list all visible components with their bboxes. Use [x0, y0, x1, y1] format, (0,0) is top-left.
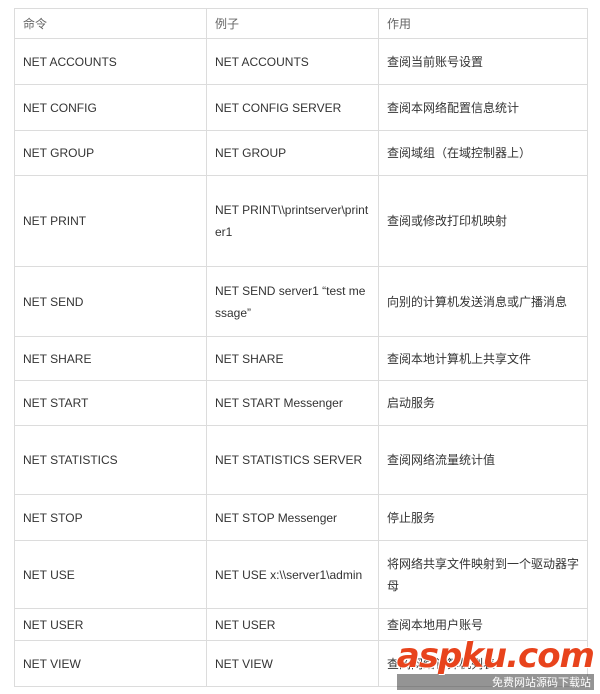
header-cell: 作用 [378, 8, 588, 39]
table-row: NET GROUP NET GROUP 查阅域组（在域控制器上） [14, 130, 588, 176]
table-row: 命令 例子 作用 [14, 8, 588, 39]
cell: NET STATISTICS [14, 425, 207, 495]
cell: NET CONFIG SERVER [206, 84, 379, 131]
cell: NET START [14, 380, 207, 426]
table-row: NET ACCOUNTS NET ACCOUNTS 查阅当前账号设置 [14, 38, 588, 85]
cell: NET USE [14, 540, 207, 609]
cell: 查阅域组（在域控制器上） [378, 130, 588, 176]
cell: NET PRINT\\printserver\printer1 [206, 175, 379, 267]
cell: 查阅本网络配置信息统计 [378, 84, 588, 131]
watermark-caption: 免费网站源码下载站 [396, 674, 594, 690]
command-table: 命令 例子 作用 NET ACCOUNTS NET ACCOUNTS 查阅当前账号设置 NE… [14, 8, 588, 687]
cell: 启动服务 [378, 380, 588, 426]
table-row: NET STATISTICS NET STATISTICS SERVER 查阅网络流… [14, 425, 588, 495]
cell: NET GROUP [14, 130, 207, 176]
cell: NET CONFIG [14, 84, 207, 131]
cell: NET ACCOUNTS [206, 38, 379, 85]
cell: NET STOP [14, 494, 207, 541]
table-row: NET USER NET USER 查阅本地用户账号 [14, 608, 588, 641]
table-row: NET CONFIG NET CONFIG SERVER 查阅本网络配置信息统计 [14, 84, 588, 131]
table-row: NET STOP NET STOP Messenger 停止服务 [14, 494, 588, 541]
cell: 查阅本地计算机上共享文件 [378, 336, 588, 381]
table-row: NET USE NET USE x:\\server1\admin 将网络共享文件映… [14, 540, 588, 609]
cell: NET USER [206, 608, 379, 641]
cell: NET SEND server1 “test message” [206, 266, 379, 337]
cell: 查阅网络流量统计值 [378, 425, 588, 495]
cell: NET SHARE [206, 336, 379, 381]
cell: 查阅或修改打印机映射 [378, 175, 588, 267]
cell: NET START Messenger [206, 380, 379, 426]
cell: NET ACCOUNTS [14, 38, 207, 85]
cell: 查阅当前账号设置 [378, 38, 588, 85]
cell: NET STOP Messenger [206, 494, 379, 541]
cell: NET VIEW [206, 640, 379, 687]
cell: 将网络共享文件映射到一个驱动器字母 [378, 540, 588, 609]
watermark: aspku.com 免费网站源码下载站 [396, 636, 595, 690]
cell: NET SHARE [14, 336, 207, 381]
table-body: 命令 例子 作用 NET ACCOUNTS NET ACCOUNTS 查阅当前账号设置 NE… [14, 8, 588, 687]
cell: NET GROUP [206, 130, 379, 176]
header-cell: 命令 [14, 8, 207, 39]
cell: NET PRINT [14, 175, 207, 267]
table-row: NET VIEW NET VIEW 查阅网络计算机列表 [14, 640, 588, 687]
cell: NET USER [14, 608, 207, 641]
cell: NET SEND [14, 266, 207, 337]
header-cell: 例子 [206, 8, 379, 39]
table-row: NET SHARE NET SHARE 查阅本地计算机上共享文件 [14, 336, 588, 381]
cell: 停止服务 [378, 494, 588, 541]
table-row: NET SEND NET SEND server1 “test message” 向… [14, 266, 588, 337]
cell: NET VIEW [14, 640, 207, 687]
watermark-logo: aspku.com [396, 636, 595, 676]
cell: 向别的计算机发送消息或广播消息 [378, 266, 588, 337]
cell: NET STATISTICS SERVER [206, 425, 379, 495]
cell: NET USE x:\\server1\admin [206, 540, 379, 609]
table-row: NET PRINT NET PRINT\\printserver\printer1… [14, 175, 588, 267]
table-row: NET START NET START Messenger 启动服务 [14, 380, 588, 426]
